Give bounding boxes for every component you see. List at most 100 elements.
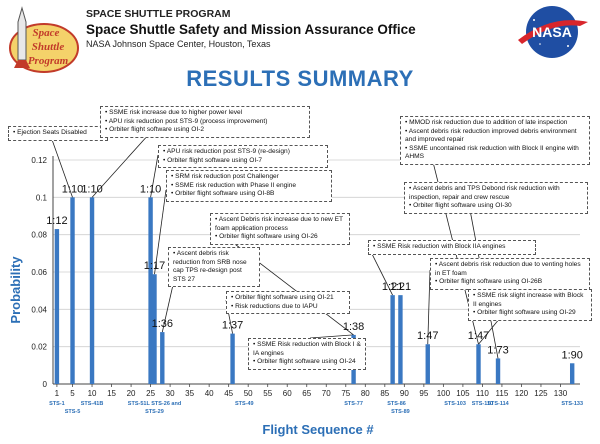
nasa-logo: NASA [518, 6, 588, 58]
bar-label: 1:36 [152, 318, 173, 330]
annotation-leader [91, 132, 151, 198]
bar-label: 1:12 [46, 215, 67, 227]
chart-axes [52, 156, 580, 387]
annotation-line: • Orbiter flight software using OI-8B [171, 190, 275, 198]
annotation-box: • Ascent debris risk reduction from SRB … [168, 247, 260, 288]
annotation-box: • MMOD risk reduction due to addition of… [400, 116, 590, 165]
bar [148, 197, 153, 384]
flight-label: STS-89 [391, 409, 410, 415]
bar [425, 344, 430, 384]
annotation-line: • Orbiter flight software using OI-29 [473, 309, 576, 317]
annotation-box: • Ascent Debris risk increase due to new… [210, 213, 350, 245]
bar [89, 197, 95, 384]
bar [152, 274, 157, 384]
y-tick-label: 0.12 [31, 156, 47, 165]
bar [390, 295, 395, 384]
x-tick-label: 105 [456, 389, 470, 398]
annotation-line: • APU risk reduction post STS-9 (re-desi… [163, 148, 290, 155]
annotation-line: • Ejection Seats Disabled [13, 129, 87, 136]
logo-text-3: Program [28, 55, 69, 67]
annotation-line: • SSME uncontained risk reduction with B… [405, 144, 579, 161]
y-axis-label: Probability [8, 256, 23, 324]
y-tick-label: 0.02 [31, 343, 47, 352]
x-tick-label: 15 [107, 389, 116, 398]
bar-label: 1:47 [468, 330, 489, 342]
annotation-line: • Orbiter flight software using OI-2 [105, 126, 205, 134]
annotation-line: • SSME Risk reduction with Block I & IA … [253, 341, 361, 357]
annotation-line: • SSME risk increase due to higher power… [105, 109, 243, 116]
annotation-leader [150, 154, 159, 198]
x-tick-label: 110 [476, 389, 489, 398]
bar [476, 344, 481, 384]
annotation-line: • Orbiter flight software using OI-21 [231, 294, 334, 301]
flight-label: STS-110 [472, 401, 493, 407]
center-subtitle: NASA Johnson Space Center, Houston, Texa… [86, 39, 271, 49]
annotation-line: • SSME risk slight increase with Block I… [473, 292, 584, 308]
annotation-line: • Ascent debris risk reduction improved … [405, 127, 577, 144]
x-tick-label: 25 [146, 389, 155, 398]
x-tick-label: 70 [322, 389, 331, 398]
logo-text-2: Shuttle [32, 41, 65, 53]
annotation-box: • SSME Risk reduction with Block IIA eng… [368, 240, 536, 255]
flight-label: STS-1 [49, 401, 65, 407]
annotation-line: • Risk reductions due to IAPU [231, 302, 318, 310]
x-tick-label: 95 [419, 389, 428, 398]
x-tick-label: 115 [496, 389, 509, 398]
bar-label: 1:10 [140, 183, 161, 195]
annotation-leader [154, 189, 167, 275]
flight-label: STS-103 [444, 401, 466, 407]
x-tick-label: 50 [244, 389, 253, 398]
annotation-box: • SSME Risk reduction with Block I & IA … [248, 338, 366, 370]
x-tick-label: 120 [515, 389, 529, 398]
annotation-line: • Ascent debris and TPS Debond risk redu… [409, 185, 560, 201]
x-tick-label: 35 [185, 389, 194, 398]
x-tick-label: 60 [283, 389, 292, 398]
annotation-leader [309, 334, 354, 339]
bar [230, 333, 235, 384]
annotation-line: • Ascent debris risk reduction from SRB … [173, 250, 247, 283]
bar [160, 332, 165, 384]
x-axis-label: Flight Sequence # [262, 422, 374, 437]
bar [70, 197, 75, 384]
flight-label: STS-49 [235, 401, 254, 407]
y-tick-labels: 0 0.02 0.04 0.06 0.08 0.1 0.12 [31, 156, 47, 389]
bar-label: 1:47 [417, 330, 438, 342]
space-shuttle-program-logo: Space Shuttle Program [9, 6, 79, 73]
annotation-line: • Orbiter flight software using OI-30 [409, 202, 512, 210]
annotation-line: • MMOD risk reduction due to addition of… [405, 119, 568, 126]
bar-label: 1:10 [62, 183, 83, 195]
bar-label: 1:10 [81, 183, 102, 195]
bar-label: 1:90 [561, 349, 582, 361]
office-title: Space Shuttle Safety and Mission Assuran… [86, 22, 416, 37]
x-tick-label: 75 [341, 389, 350, 398]
annotation-line: • Orbiter flight software using OI-7 [163, 156, 263, 164]
nasa-logo-text: NASA [532, 24, 572, 40]
bar [569, 363, 575, 384]
annotation-line: • Orbiter flight software using OI-26 [215, 233, 318, 241]
flight-label: STS-29 [145, 409, 164, 415]
bar [495, 358, 501, 384]
annotation-line: • Ascent debris risk reduction due to ve… [435, 261, 581, 277]
bar-label: 1:37 [222, 320, 243, 332]
x-tick-label: 65 [302, 389, 311, 398]
annotation-box: • APU risk reduction post STS-9 (re-desi… [158, 145, 328, 169]
y-tick-label: 0.04 [31, 305, 47, 314]
bar [398, 295, 403, 384]
annotation-line: • Orbiter flight software using OI-24 [253, 358, 356, 366]
annotation-line: • SSME risk reduction with Phase II engi… [171, 181, 297, 189]
program-title: SPACE SHUTTLE PROGRAM [86, 8, 231, 20]
x-tick-label: 10 [88, 389, 97, 398]
x-tick-label: 80 [361, 389, 370, 398]
bar-label: 1:73 [487, 344, 508, 356]
x-tick-label: 90 [400, 389, 409, 398]
annotation-leader [478, 317, 501, 345]
annotation-line: • SSME Risk reduction with Block IIA eng… [373, 243, 506, 250]
x-tick-label: 55 [263, 389, 272, 398]
x-tick-label: 130 [554, 389, 568, 398]
annotation-line: • SRM risk reduction post Challenger [171, 173, 279, 180]
annotation-leader [49, 133, 73, 198]
annotation-box: • SSME risk increase due to higher power… [100, 106, 310, 138]
flight-label: STS-133 [561, 401, 583, 407]
